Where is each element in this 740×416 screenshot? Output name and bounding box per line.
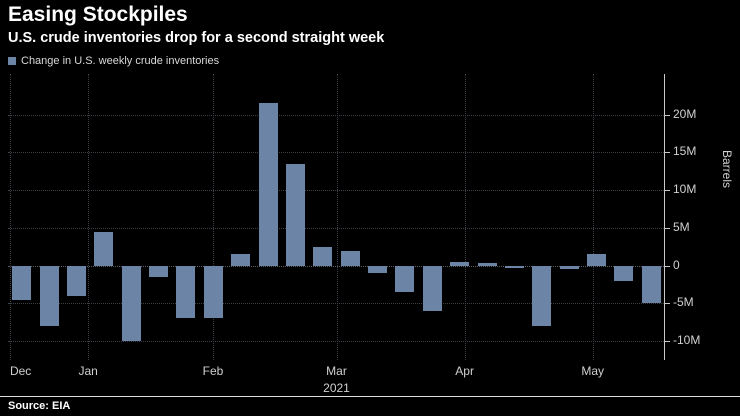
gridline-vertical — [592, 74, 594, 360]
bar — [340, 250, 360, 266]
legend-swatch-icon — [8, 57, 16, 65]
bar — [149, 265, 169, 277]
bar — [66, 265, 86, 296]
gridline-horizontal — [8, 265, 664, 267]
gridline-horizontal — [8, 190, 664, 192]
bar — [176, 265, 196, 319]
bar — [368, 265, 388, 274]
legend-label: Change in U.S. weekly crude inventories — [21, 55, 220, 67]
bar — [450, 261, 470, 266]
y-tick-mark — [664, 303, 670, 305]
gridline-vertical — [9, 74, 11, 360]
y-tick-label: 0 — [673, 257, 680, 272]
bar — [477, 263, 497, 266]
bar — [203, 265, 223, 319]
legend: Change in U.S. weekly crude inventories — [8, 55, 219, 67]
gridline-horizontal — [8, 303, 664, 305]
bar — [313, 246, 333, 266]
y-tick-mark — [664, 190, 670, 192]
bar — [258, 103, 278, 266]
y-tick-mark — [664, 152, 670, 154]
chart-subtitle: U.S. crude inventories drop for a second… — [8, 30, 385, 46]
y-tick-mark — [664, 265, 670, 267]
gridline-vertical — [88, 74, 90, 360]
gridline-horizontal — [8, 152, 664, 154]
y-tick-label: 5M — [673, 219, 690, 234]
gridline-horizontal — [8, 341, 664, 343]
gridline-vertical — [212, 74, 214, 360]
bar — [395, 265, 415, 293]
y-tick-mark — [664, 227, 670, 229]
gridline-vertical — [464, 74, 466, 360]
gridline-horizontal — [8, 114, 664, 116]
bar — [231, 254, 251, 266]
bar — [12, 265, 32, 300]
y-tick-label: 10M — [673, 182, 697, 197]
footer: Source: EIA — [0, 396, 740, 416]
bar — [285, 163, 305, 266]
gridline-vertical — [336, 74, 338, 360]
bar — [532, 265, 552, 327]
x-tick-label: Mar — [326, 364, 347, 378]
bar — [39, 265, 59, 327]
y-axis-title: Barrels — [720, 150, 734, 189]
y-tick-label: -10M — [673, 333, 701, 348]
x-axis-year-label: 2021 — [323, 381, 350, 395]
bar — [559, 265, 579, 270]
y-tick-label: 15M — [673, 144, 697, 159]
plot-area — [8, 74, 665, 360]
bar — [587, 254, 607, 266]
bar — [641, 265, 661, 304]
bar — [504, 265, 524, 268]
x-tick-label: Feb — [202, 364, 224, 378]
y-tick-mark — [664, 114, 670, 116]
bar — [422, 265, 442, 311]
x-tick-label: Dec — [9, 364, 32, 378]
y-tick-label: 20M — [673, 106, 697, 121]
gridline-horizontal — [8, 227, 664, 229]
x-tick-label: May — [581, 364, 605, 378]
bar — [121, 265, 141, 342]
bar — [614, 265, 634, 281]
source-label: Source: EIA — [8, 400, 71, 412]
x-tick-label: Jan — [78, 364, 98, 378]
y-tick-label: -5M — [673, 295, 694, 310]
bar — [94, 231, 114, 266]
x-tick-label: Apr — [455, 364, 474, 378]
chart-title: Easing Stockpiles — [8, 3, 188, 26]
y-tick-mark — [664, 341, 670, 343]
